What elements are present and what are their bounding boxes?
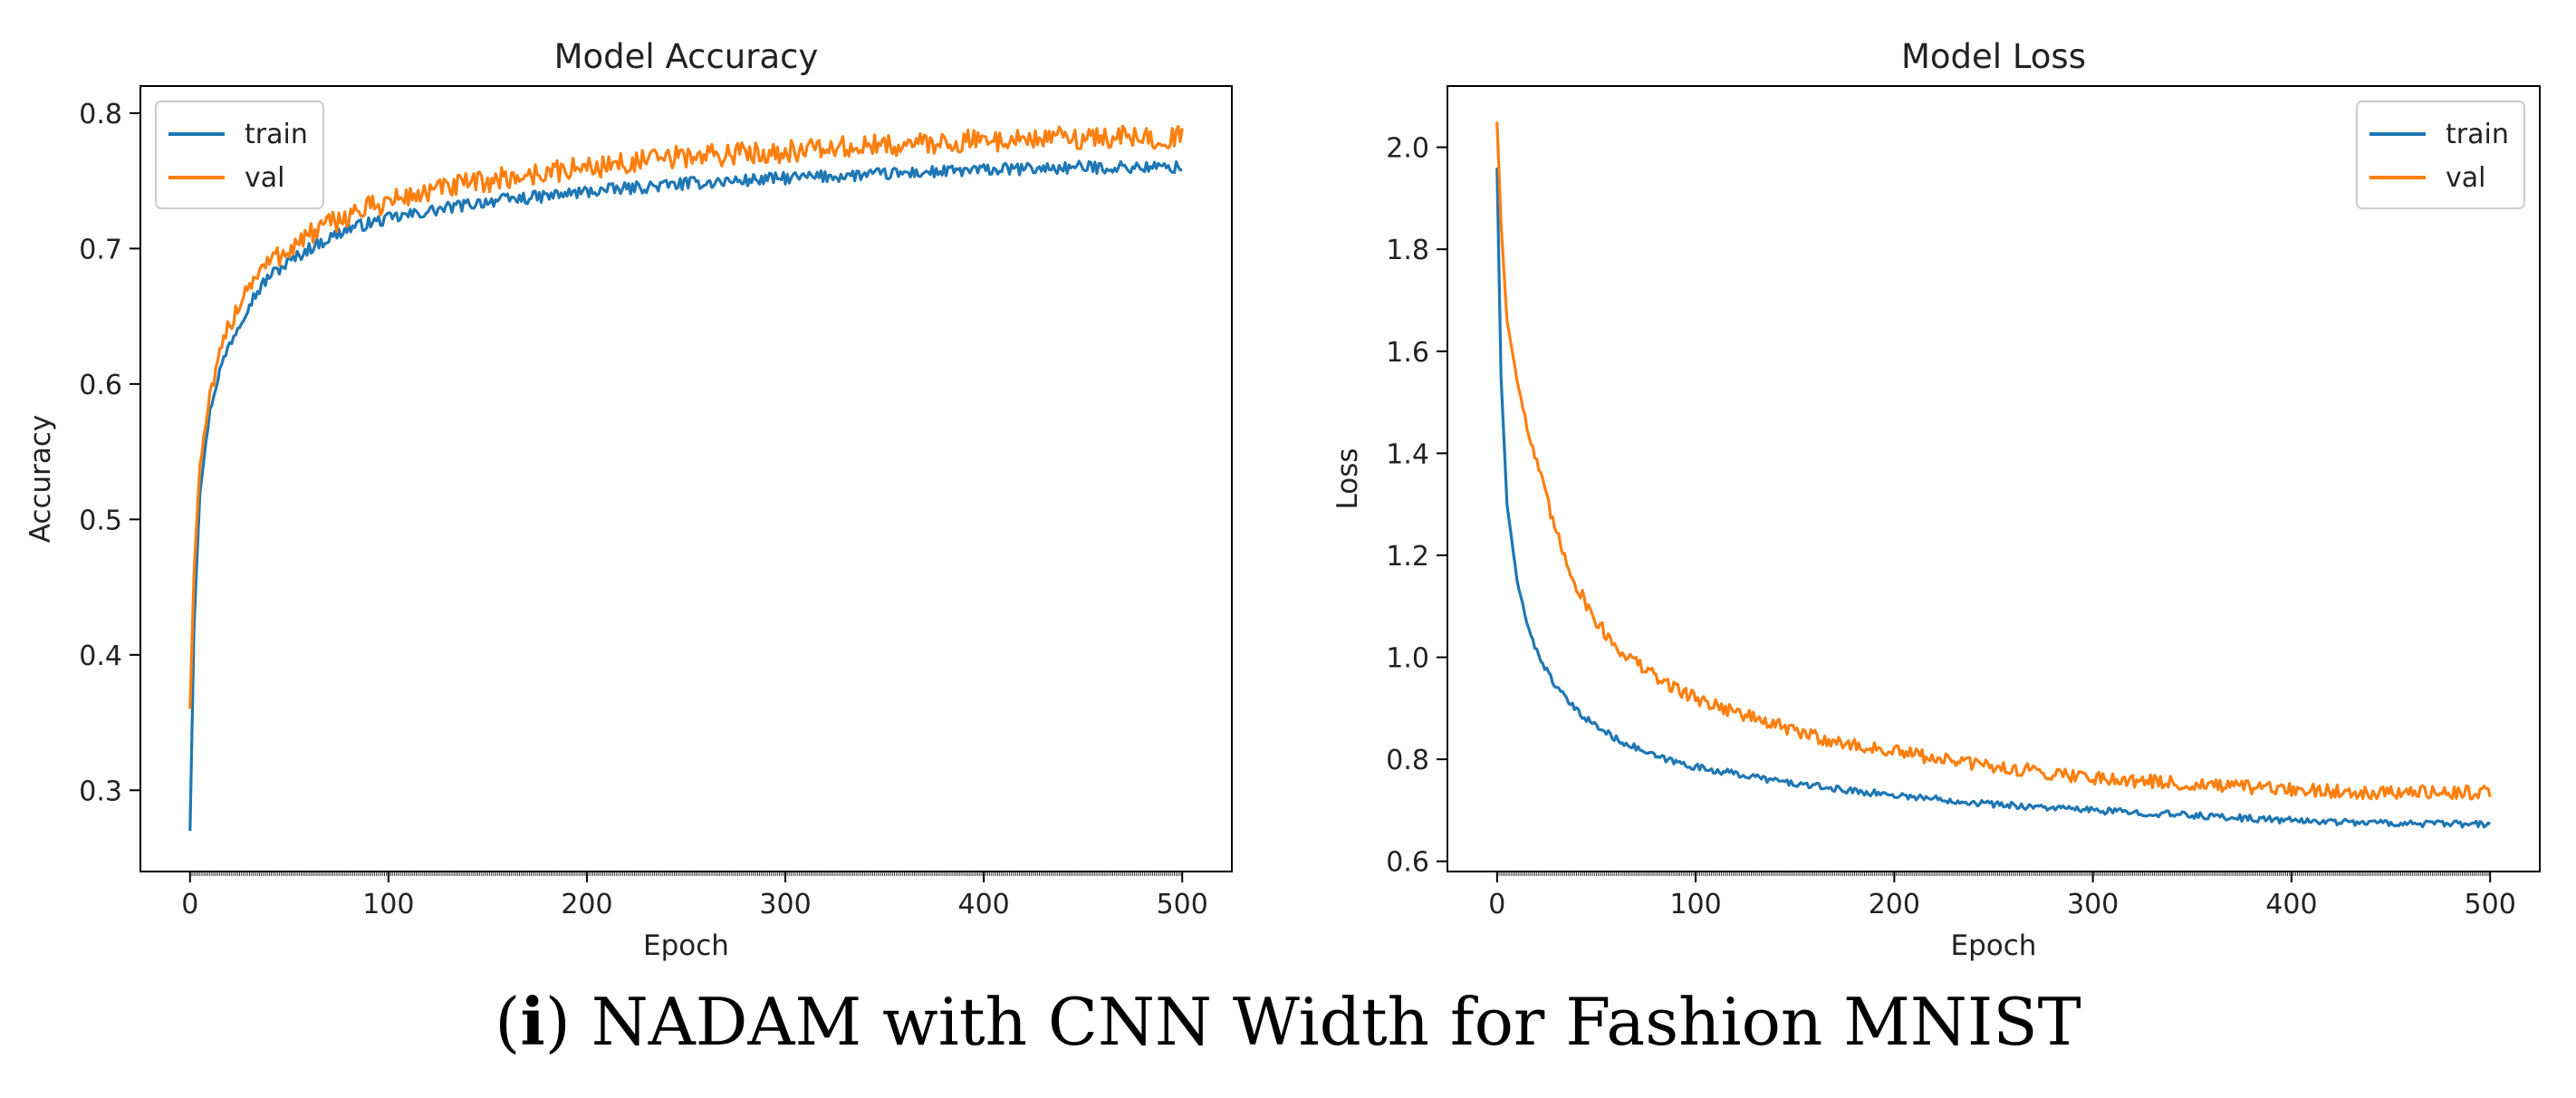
y-tick-label: 0.5 — [79, 505, 122, 536]
caption-panel-letter: i — [520, 983, 545, 1060]
x-minor-ticks — [1496, 872, 2491, 876]
train-series-line — [188, 159, 1183, 832]
legend-box — [155, 101, 324, 209]
caption-close-paren: ) — [544, 984, 571, 1060]
caption-open-paren: ( — [495, 984, 521, 1060]
chart-title: Model Loss — [1901, 37, 2086, 76]
y-tick-label: 1.8 — [1386, 235, 1429, 266]
x-tick-label: 300 — [759, 889, 811, 920]
y-tick-label: 1.2 — [1386, 541, 1429, 573]
chart-title: Model Accuracy — [554, 37, 819, 76]
x-tick-label: 400 — [958, 889, 1010, 920]
x-tick-label: 500 — [2465, 889, 2516, 920]
x-tick-label: 400 — [2265, 889, 2317, 920]
legend: train val — [2356, 101, 2525, 209]
loss-chart: 0 100 200 300 400 500 0.6 0.8 1.0 1.2 1.4 1.6 1.8 2.0… — [1331, 37, 2541, 962]
y-tick-label: 0.6 — [1386, 847, 1429, 879]
y-tick-label: 2.0 — [1386, 133, 1429, 165]
x-tick-label: 100 — [1669, 889, 1721, 920]
x-minor-ticks — [189, 872, 1183, 876]
legend-box — [2356, 101, 2525, 209]
y-axis-label: Loss — [1331, 448, 1364, 510]
y-tick-label: 0.6 — [79, 370, 122, 401]
accuracy-chart: 0 100 200 300 400 500 0.3 0.4 0.5 0.6 0.7 0.8 Model … — [24, 37, 1233, 962]
y-tick-label: 1.4 — [1386, 438, 1429, 470]
y-tick-label: 1.0 — [1386, 643, 1429, 675]
x-tick-label: 200 — [1869, 889, 1920, 920]
legend-label-val: val — [2446, 162, 2485, 194]
x-axis-label: Epoch — [643, 929, 729, 962]
x-tick-label: 500 — [1157, 889, 1208, 920]
x-tick-label: 100 — [362, 889, 414, 920]
x-axis-label: Epoch — [1951, 929, 2037, 962]
y-tick-label: 0.4 — [79, 640, 122, 672]
train-series-line — [1495, 168, 2492, 829]
y-tick-label: 0.8 — [1386, 745, 1429, 776]
x-tick-label: 0 — [1488, 889, 1505, 920]
x-tick-label: 0 — [181, 889, 198, 920]
y-tick-label: 1.6 — [1386, 337, 1429, 369]
x-tick-label: 300 — [2067, 889, 2119, 920]
y-axis-label: Accuracy — [24, 415, 57, 544]
val-series-line — [1495, 121, 2492, 801]
y-tick-label: 0.8 — [79, 99, 122, 130]
y-tick-label: 0.7 — [79, 234, 122, 265]
caption-text: NADAM with CNN Width for Fashion MNIST — [591, 984, 2081, 1060]
legend-label-val: val — [245, 162, 284, 194]
legend-label-train: train — [2446, 119, 2509, 150]
legend: train val — [155, 101, 324, 209]
val-series-line — [188, 124, 1184, 709]
figure-caption: (i) NADAM with CNN Width for Fashion MNI… — [0, 983, 2576, 1064]
y-tick-label: 0.3 — [79, 775, 122, 807]
legend-label-train: train — [245, 119, 308, 150]
x-tick-label: 200 — [561, 889, 612, 920]
